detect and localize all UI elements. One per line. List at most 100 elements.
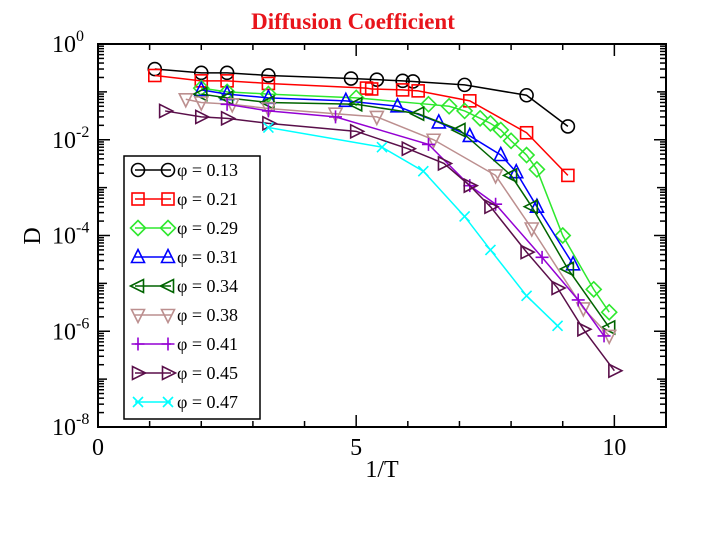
data-point — [577, 321, 593, 338]
data-point — [347, 89, 365, 107]
y-tick-label: 10-8 — [52, 411, 89, 441]
x-tick-label: 0 — [92, 435, 104, 461]
data-point — [481, 114, 500, 132]
data-point — [376, 141, 388, 153]
data-point — [459, 210, 471, 223]
legend-marker-end — [160, 247, 176, 264]
data-point — [554, 226, 572, 245]
data-point — [502, 132, 520, 150]
data-point — [349, 123, 366, 140]
series-layer — [147, 61, 624, 379]
series-0.13 — [147, 61, 576, 134]
data-point — [535, 250, 549, 264]
data-point — [343, 71, 359, 86]
legend-marker-start — [131, 337, 145, 351]
data-point — [522, 198, 539, 215]
legend-box — [123, 155, 261, 420]
series-line — [226, 103, 605, 337]
legend-label: φ = 0.41 — [177, 334, 238, 354]
data-point — [601, 329, 617, 346]
data-point — [411, 84, 425, 98]
data-point — [437, 155, 454, 172]
legend-label: φ = 0.34 — [177, 276, 238, 296]
y-axis-label: D — [20, 227, 46, 244]
data-point — [455, 102, 474, 120]
legend-marker-end — [161, 365, 178, 381]
data-point — [425, 133, 442, 150]
legend-marker-start — [131, 365, 148, 381]
data-point — [148, 68, 162, 83]
series-line — [154, 74, 569, 176]
data-point — [519, 125, 534, 140]
data-point — [597, 329, 611, 343]
legend-marker-end — [158, 278, 175, 294]
data-point — [421, 137, 435, 151]
legend-label: φ = 0.21 — [177, 189, 238, 209]
legend-marker-start — [132, 396, 144, 408]
data-point — [450, 122, 466, 138]
data-point — [487, 169, 504, 185]
legend-marker-end — [160, 162, 176, 178]
data-point — [261, 68, 276, 83]
data-point — [329, 110, 343, 124]
y-tick-label: 10-2 — [52, 124, 89, 154]
data-point — [369, 72, 385, 87]
data-point — [492, 145, 509, 162]
data-point — [369, 110, 385, 127]
data-point — [471, 109, 489, 127]
data-point — [600, 303, 618, 321]
legend-entry-0.13: φ = 0.13 — [130, 160, 238, 180]
data-point — [364, 82, 379, 96]
data-point — [560, 119, 576, 134]
series-0.47 — [262, 121, 564, 332]
legend-label: φ = 0.31 — [177, 247, 238, 267]
legend-label: φ = 0.47 — [177, 392, 238, 412]
data-point — [194, 74, 209, 88]
data-point — [457, 77, 472, 93]
data-point — [193, 96, 210, 112]
data-point — [517, 146, 536, 164]
axis-ticks: 0 5 10 100 10-2 10-4 10-6 10-8 — [52, 28, 667, 461]
y-tick-label: 10-6 — [52, 315, 89, 345]
legend-entry-0.38: φ = 0.38 — [130, 305, 238, 325]
data-point — [193, 65, 209, 81]
series-0.29 — [192, 79, 618, 321]
legend-entry-0.47: φ = 0.47 — [132, 392, 238, 412]
legend-marker-end — [159, 219, 177, 237]
data-point — [575, 302, 592, 318]
data-point — [259, 85, 278, 103]
data-point — [585, 280, 603, 298]
series-line — [268, 126, 559, 327]
data-point — [389, 96, 406, 113]
legend-entry-0.34: φ = 0.34 — [128, 276, 238, 296]
legend-marker-start — [129, 219, 147, 237]
legend-entry-0.29: φ = 0.29 — [129, 218, 238, 238]
data-point — [177, 92, 194, 109]
legend-label: φ = 0.13 — [177, 160, 238, 180]
data-point — [408, 105, 425, 122]
data-point — [158, 103, 175, 119]
data-point — [395, 83, 410, 97]
data-point — [401, 140, 418, 157]
legend-marker-end — [160, 308, 176, 325]
data-point — [262, 121, 274, 134]
data-point — [462, 94, 477, 108]
legend-label: φ = 0.29 — [177, 218, 238, 238]
data-point — [405, 74, 421, 89]
legend-marker-start — [130, 247, 146, 264]
data-point — [571, 293, 585, 307]
data-point — [551, 280, 567, 296]
series-line — [165, 110, 615, 372]
legend-entry-0.45: φ = 0.45 — [131, 363, 238, 383]
data-point — [346, 96, 363, 113]
legend-entry-0.41: φ = 0.41 — [131, 334, 238, 354]
data-point — [523, 222, 540, 238]
data-point — [528, 160, 546, 179]
legend-entry-0.31: φ = 0.31 — [130, 247, 238, 267]
legend-marker-end — [162, 396, 174, 408]
series-0.41 — [220, 97, 611, 343]
data-point — [519, 87, 534, 103]
data-point — [359, 81, 374, 95]
y-tick-label: 100 — [52, 28, 84, 58]
